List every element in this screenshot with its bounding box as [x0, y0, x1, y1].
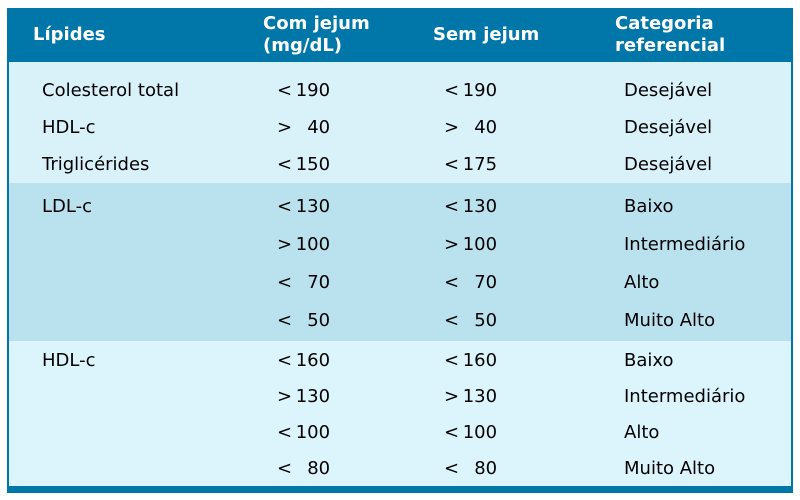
categoria-cell: Muito Alto — [624, 457, 716, 479]
header-categoria: Categoria referencial — [584, 13, 791, 56]
sem-jejum-cell: >40 — [444, 117, 498, 138]
header-categoria-line2: referencial — [615, 35, 726, 56]
sem-jejum-cell: <175 — [444, 154, 498, 175]
table-row: <70 <70 Alto — [9, 272, 791, 293]
categoria-cell: Desejável — [624, 154, 713, 175]
table-header-row: Lípides Com jejum (mg/dL) Sem jejum Cate… — [9, 8, 791, 62]
com-jejum-cell: <100 — [277, 421, 331, 443]
categoria-cell: Alto — [624, 421, 660, 443]
com-jejum-cell: <190 — [277, 80, 331, 101]
table-row: Colesterol total <190 <190 Desejável — [9, 80, 791, 101]
com-jejum-cell: <150 — [277, 154, 331, 175]
table-row: <100 <100 Alto — [9, 422, 791, 443]
categoria-cell: Intermediário — [624, 233, 746, 255]
categoria-cell: Desejável — [624, 80, 713, 101]
sem-jejum-cell: >100 — [444, 233, 498, 255]
com-jejum-cell: <130 — [277, 195, 331, 217]
table-row: <80 <80 Muito Alto — [9, 458, 791, 479]
table-row: HDL-c <160 <160 Baixo — [9, 350, 791, 371]
sem-jejum-cell: <70 — [444, 271, 498, 293]
lipid-cell: LDL-c — [42, 195, 92, 217]
categoria-cell: Muito Alto — [624, 309, 716, 331]
com-jejum-cell: <50 — [277, 309, 331, 331]
categoria-cell: Baixo — [624, 195, 674, 217]
lipid-cell: HDL-c — [42, 117, 96, 138]
sem-jejum-cell: >130 — [444, 386, 498, 408]
com-jejum-cell: <80 — [277, 457, 331, 479]
com-jejum-cell: <70 — [277, 271, 331, 293]
header-lipides-line1: Lípides — [33, 24, 106, 46]
categoria-cell: Alto — [624, 271, 660, 293]
lipid-cell: Triglicérides — [42, 154, 150, 175]
com-jejum-cell: >130 — [277, 386, 331, 408]
header-com-jejum-line2: (mg/dL) — [263, 35, 343, 56]
table-row: >100 >100 Intermediário — [9, 234, 791, 255]
lipid-cell: HDL-c — [42, 350, 96, 372]
categoria-cell: Baixo — [624, 350, 674, 372]
com-jejum-cell: <160 — [277, 350, 331, 372]
lipid-reference-table: Lípides Com jejum (mg/dL) Sem jejum Cate… — [7, 8, 793, 493]
header-lipides: Lípides — [9, 24, 249, 46]
table-row: HDL-c >40 >40 Desejável — [9, 117, 791, 138]
table-row: >130 >130 Intermediário — [9, 386, 791, 407]
sem-jejum-cell: <50 — [444, 309, 498, 331]
sem-jejum-cell: <100 — [444, 421, 498, 443]
header-sem-jejum: Sem jejum — [414, 24, 584, 46]
section-hdl: HDL-c <160 <160 Baixo >130 >130 Intermed… — [9, 341, 791, 486]
sem-jejum-cell: <160 — [444, 350, 498, 372]
lipid-cell: Colesterol total — [42, 80, 180, 101]
com-jejum-cell: >100 — [277, 233, 331, 255]
sem-jejum-cell: <130 — [444, 195, 498, 217]
sem-jejum-cell: <190 — [444, 80, 498, 101]
header-categoria-line1: Categoria — [615, 13, 714, 35]
header-com-jejum: Com jejum (mg/dL) — [249, 13, 414, 56]
section-desejavel: Colesterol total <190 <190 Desejável HDL… — [9, 62, 791, 183]
table-row: LDL-c <130 <130 Baixo — [9, 196, 791, 217]
header-com-jejum-line1: Com jejum — [263, 13, 370, 35]
table-row: <50 <50 Muito Alto — [9, 310, 791, 331]
categoria-cell: Intermediário — [624, 386, 746, 408]
table-row: Triglicérides <150 <175 Desejável — [9, 154, 791, 175]
section-ldl: LDL-c <130 <130 Baixo >100 >100 Intermed… — [9, 183, 791, 341]
sem-jejum-cell: <80 — [444, 457, 498, 479]
com-jejum-cell: >40 — [277, 117, 331, 138]
categoria-cell: Desejável — [624, 117, 713, 138]
header-sem-jejum-line1: Sem jejum — [433, 24, 540, 46]
